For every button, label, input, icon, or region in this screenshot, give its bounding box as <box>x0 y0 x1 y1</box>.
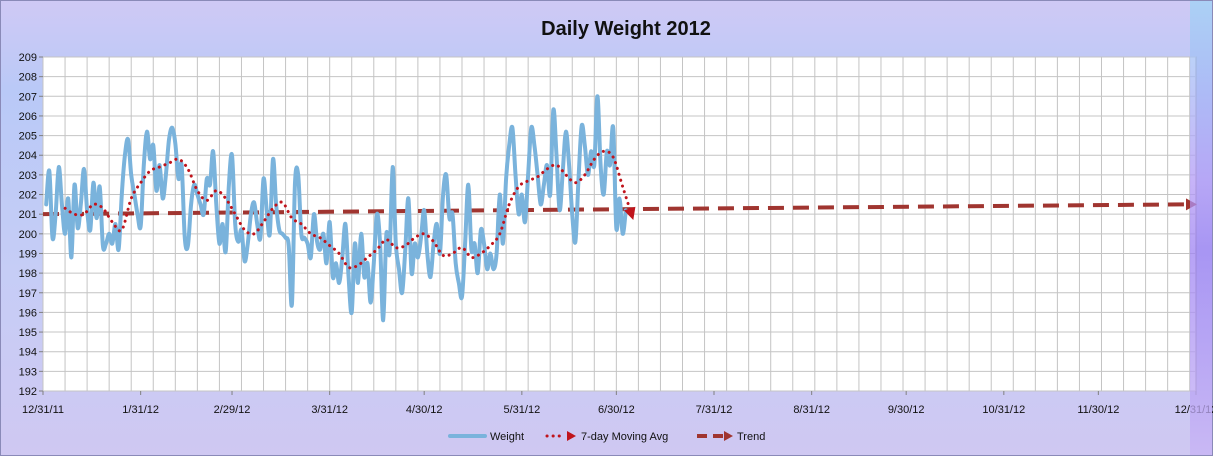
x-tick-label: 3/31/12 <box>311 404 348 416</box>
y-tick-label: 194 <box>19 347 37 359</box>
chart-title: Daily Weight 2012 <box>541 18 711 40</box>
y-tick-label: 204 <box>19 150 37 162</box>
y-tick-label: 199 <box>19 248 37 260</box>
horizontal-gridlines <box>43 56 1196 392</box>
x-tick-label: 7/31/12 <box>696 404 733 416</box>
y-tick-label: 206 <box>19 111 37 123</box>
x-tick-label: 11/30/12 <box>1077 404 1119 416</box>
y-tick-label: 200 <box>19 229 37 241</box>
y-tick-label: 195 <box>19 327 37 339</box>
y-tick-label: 208 <box>19 72 37 84</box>
series-layer <box>42 94 1197 323</box>
y-tick-label: 196 <box>19 307 37 319</box>
x-tick-label: 12/31/12 <box>1175 404 1213 416</box>
y-tick-label: 203 <box>19 170 37 182</box>
x-tick-label: 2/29/12 <box>214 404 251 416</box>
weight-line <box>44 94 628 323</box>
legend: Weight 7-day Moving Avg Trend <box>448 431 765 443</box>
y-tick-label: 205 <box>19 131 37 143</box>
legend-weight-label: Weight <box>490 431 524 443</box>
x-tick-label: 5/31/12 <box>503 404 540 416</box>
y-tick-label: 201 <box>19 209 37 221</box>
moving-avg-arrowhead <box>623 206 636 220</box>
y-tick-label: 192 <box>19 386 37 398</box>
x-tick-label: 4/30/12 <box>406 404 443 416</box>
y-tick-label: 202 <box>19 190 37 202</box>
y-tick-label: 197 <box>19 288 37 300</box>
legend-trend-arrow <box>724 431 733 441</box>
moving-avg-line <box>63 149 634 270</box>
legend-moving-avg-arrow <box>567 431 576 441</box>
x-tick-label: 12/31/11 <box>22 404 64 416</box>
x-axis-tick-labels: 12/31/11 1/31/12 2/29/12 3/31/12 4/30/12 5/31… <box>22 391 1213 416</box>
x-tick-label: 6/30/12 <box>598 404 635 416</box>
x-tick-label: 1/31/12 <box>122 404 159 416</box>
y-tick-label: 207 <box>19 91 37 103</box>
trend-arrowhead <box>1186 198 1197 211</box>
x-tick-label: 9/30/12 <box>888 404 925 416</box>
y-axis-tick-labels: 192 193 194 195 196 197 198 199 200 201 202 203 204 2… <box>19 52 43 398</box>
y-tick-label: 198 <box>19 268 37 280</box>
y-tick-label: 209 <box>19 52 37 64</box>
y-tick-label: 193 <box>19 366 37 378</box>
legend-moving-avg-label: 7-day Moving Avg <box>581 431 668 443</box>
x-tick-label: 10/31/12 <box>982 404 1025 416</box>
legend-trend-label: Trend <box>737 431 765 443</box>
x-tick-label: 8/31/12 <box>793 404 830 416</box>
